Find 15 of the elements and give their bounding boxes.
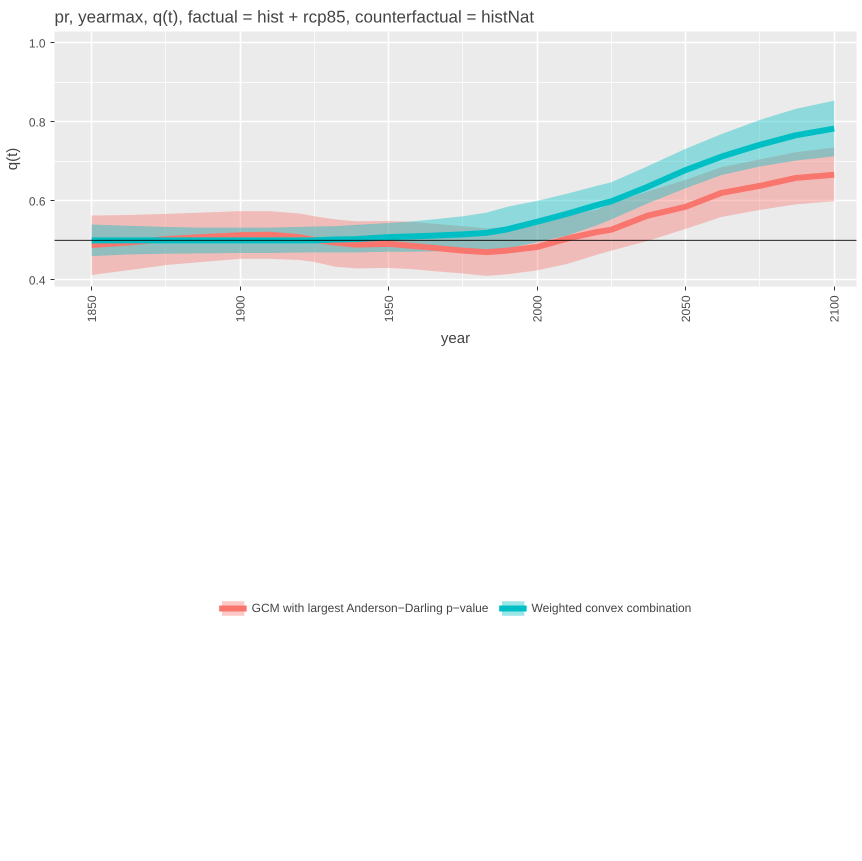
legend-label: GCM with largest Anderson−Darling p−value <box>252 601 488 615</box>
y-tick-label: 0.6 <box>28 194 46 208</box>
chart-title: pr, yearmax, q(t), factual = hist + rcp85, counterfactual = histNat <box>54 8 534 26</box>
y-tick-label: 0.4 <box>28 273 46 288</box>
legend-label: Weighted convex combination <box>531 601 692 615</box>
x-tick-label: 2050 <box>679 295 694 322</box>
x-tick-label: 2100 <box>828 295 842 322</box>
x-axis-title: year <box>440 330 470 348</box>
y-axis-title: q(t) <box>4 148 21 170</box>
x-tick-label: 1900 <box>234 295 248 322</box>
x-tick-label: 2000 <box>530 295 545 322</box>
x-tick-label: 1850 <box>85 295 100 322</box>
x-tick-label: 1950 <box>382 295 396 322</box>
y-tick-label: 1.0 <box>28 36 46 50</box>
y-tick-label: 0.8 <box>28 115 46 130</box>
